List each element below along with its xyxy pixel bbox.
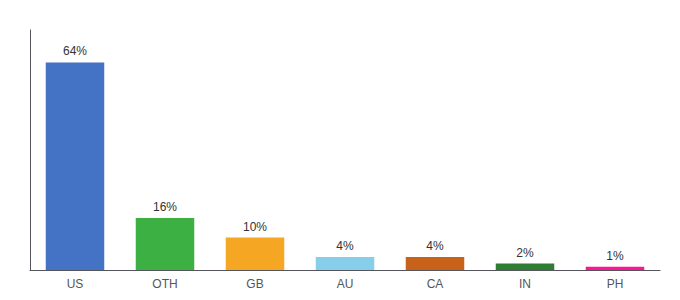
- svg-text:GB: GB: [246, 277, 263, 291]
- svg-text:US: US: [67, 277, 84, 291]
- svg-text:PH: PH: [607, 277, 624, 291]
- svg-text:1%: 1%: [606, 249, 624, 263]
- svg-text:OTH: OTH: [152, 277, 177, 291]
- svg-text:4%: 4%: [336, 239, 354, 253]
- svg-text:CA: CA: [427, 277, 444, 291]
- svg-text:2%: 2%: [516, 246, 534, 260]
- svg-text:64%: 64%: [63, 44, 87, 58]
- svg-text:IN: IN: [519, 277, 531, 291]
- svg-text:4%: 4%: [426, 239, 444, 253]
- svg-text:16%: 16%: [153, 200, 177, 214]
- svg-text:AU: AU: [337, 277, 354, 291]
- svg-text:10%: 10%: [243, 220, 267, 234]
